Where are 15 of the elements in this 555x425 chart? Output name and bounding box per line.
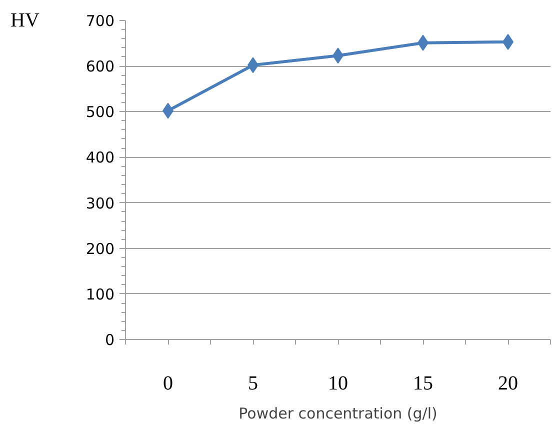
x-axis-title: Powder concentration (g/l) [238, 404, 438, 422]
y-tick-label: 600 [86, 58, 115, 76]
x-tick-label: 15 [413, 372, 433, 394]
x-tick-label: 5 [248, 372, 258, 394]
y-tick-label: 100 [86, 285, 115, 304]
y-tick-label: 300 [86, 194, 115, 212]
y-tick-label: 400 [86, 148, 115, 167]
y-tick-label: 0 [104, 331, 115, 349]
y-tick-label: 500 [86, 103, 115, 122]
x-tick-label: 0 [163, 372, 173, 394]
y-tick-label: 200 [86, 240, 115, 258]
x-tick-label: 20 [498, 372, 518, 394]
y-axis-title: HV [10, 10, 40, 32]
y-tick-label: 700 [86, 12, 115, 30]
x-tick-label: 10 [328, 372, 348, 394]
